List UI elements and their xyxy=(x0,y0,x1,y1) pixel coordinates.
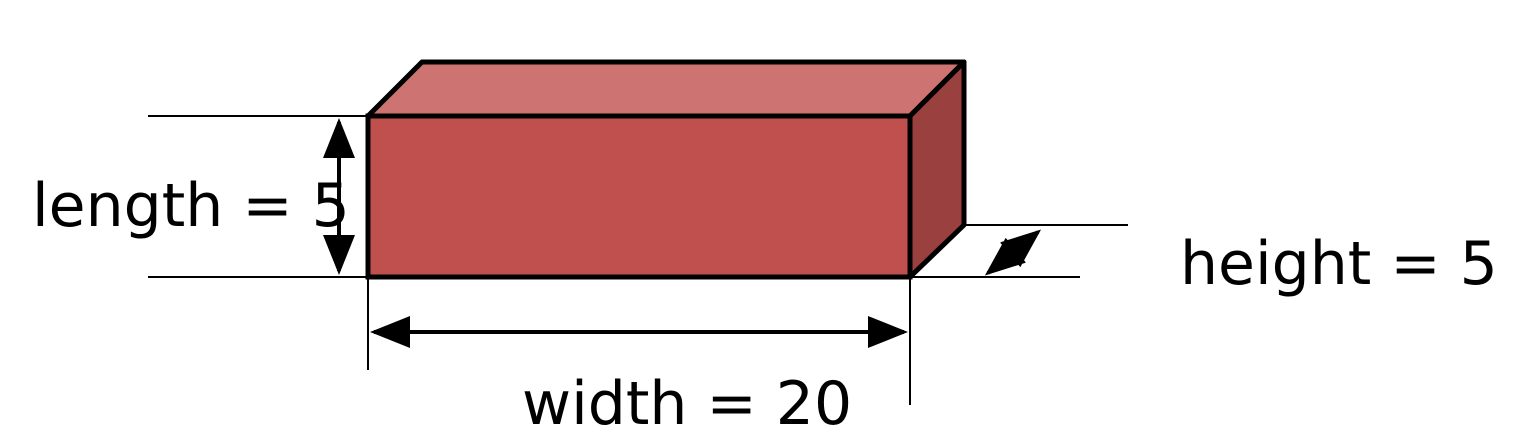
width-label: width = 20 xyxy=(522,369,852,439)
height-label: height = 5 xyxy=(1180,229,1498,299)
height-dimension-arrow xyxy=(984,229,1042,276)
brick-front-face xyxy=(365,113,913,280)
brick-top-face xyxy=(365,59,967,119)
length-label: length = 5 xyxy=(32,171,350,241)
